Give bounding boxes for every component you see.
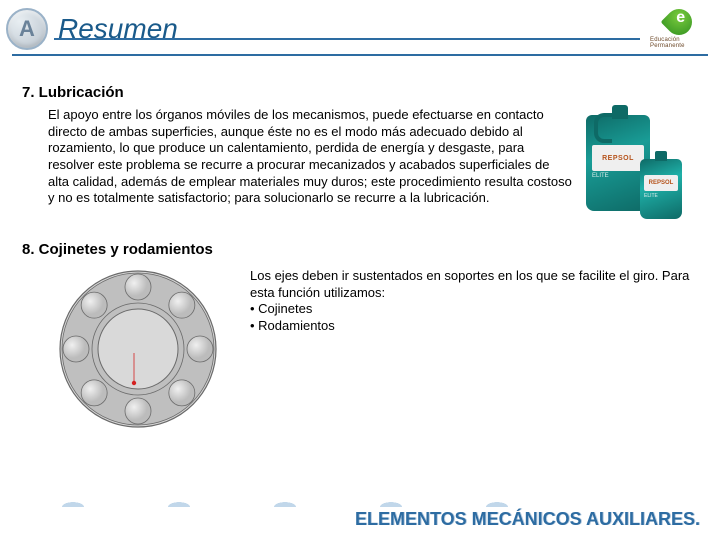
brand-logo-text: Educación Permanente [650,37,708,49]
oil-can-small-line: ELITE [644,193,658,199]
section7-body: El apoyo entre los órganos móviles de lo… [30,107,580,207]
header-icon: A [6,8,48,50]
oil-can-small: REPSOL ELITE [640,159,682,219]
bearing-svg [48,264,228,434]
slide-footer: ELEMENTOS MECÁNICOS AUXILIARES. [0,495,720,530]
leaf-icon [661,4,698,41]
section8-intro: Los ejes deben ir sustentados en soporte… [250,268,689,300]
oil-can-large-line: ELITE [592,173,609,179]
section7-row: El apoyo entre los órganos móviles de lo… [30,107,690,227]
bearing-illustration [48,264,228,434]
section8-bullet1: • Cojinetes [250,301,690,318]
slide-content: 7. Lubricación El apoyo entre los órgano… [0,56,720,434]
oil-can-small-brand: REPSOL [644,175,678,191]
header-icon-letter: A [19,16,35,42]
brand-logo: Educación Permanente [650,6,708,52]
header-rule-top [54,38,640,40]
section8-row: Los ejes deben ir sustentados en soporte… [30,264,690,434]
section8-text: Los ejes deben ir sustentados en soporte… [228,264,690,335]
footer-text: ELEMENTOS MECÁNICOS AUXILIARES. [20,509,700,530]
slide-header: A Resumen Educación Permanente [0,0,720,54]
footer-wave-decoration [20,495,550,507]
oil-can-large-brand: REPSOL [592,145,644,171]
lubricant-illustration: REPSOL ELITE REPSOL ELITE [580,107,690,227]
section7-heading: 7. Lubricación [22,84,690,101]
section8-heading: 8. Cojinetes y rodamientos [22,241,690,258]
section8-bullet2: • Rodamientos [250,318,690,335]
header-title: Resumen [58,13,650,45]
